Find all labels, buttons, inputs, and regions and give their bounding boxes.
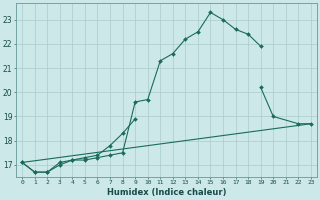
X-axis label: Humidex (Indice chaleur): Humidex (Indice chaleur): [107, 188, 226, 197]
